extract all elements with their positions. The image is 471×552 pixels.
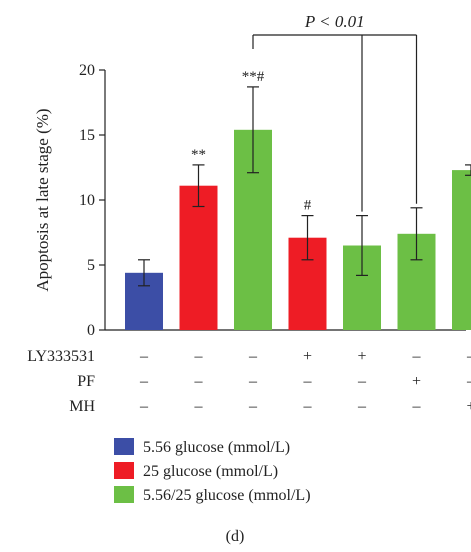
treatment-sign: –	[194, 398, 204, 415]
bar-annotations: ** **# #	[191, 69, 312, 214]
treatment-sign: –	[194, 348, 204, 365]
treatment-table: LY333531 – – – + + – – PF – – – – – + – MH – – – – – – +	[27, 348, 471, 415]
significance-bracket: P < 0.01	[252, 12, 418, 212]
treatment-sign: –	[139, 348, 149, 365]
figure-caption: (d)	[226, 528, 245, 545]
bar-annotation: **#	[242, 69, 265, 85]
bar	[179, 185, 218, 330]
treatment-sign: +	[303, 348, 312, 365]
legend-label: 5.56/25 glucose (mmol/L)	[143, 487, 311, 504]
treatment-row-label: LY333531	[27, 348, 95, 365]
treatment-row-label: PF	[77, 373, 95, 390]
legend-label: 25 glucose (mmol/L)	[143, 463, 278, 480]
p-value-label: P < 0.01	[304, 12, 365, 31]
treatment-sign: –	[412, 348, 422, 365]
treatment-sign: –	[466, 373, 471, 390]
bar	[452, 170, 471, 330]
treatment-sign: –	[248, 373, 258, 390]
bars	[125, 129, 471, 330]
treatment-sign: –	[248, 398, 258, 415]
y-axis-label: Apoptosis at late stage (%)	[33, 108, 52, 291]
treatment-sign: –	[303, 398, 313, 415]
treatment-sign: –	[412, 398, 422, 415]
treatment-sign: –	[357, 398, 367, 415]
y-tick-label: 0	[87, 322, 95, 339]
treatment-sign: –	[139, 398, 149, 415]
bar-annotation: #	[304, 198, 312, 214]
treatment-sign: –	[466, 348, 471, 365]
treatment-sign: –	[303, 373, 313, 390]
treatment-sign: +	[357, 348, 366, 365]
treatment-sign: –	[357, 373, 367, 390]
treatment-sign: –	[194, 373, 204, 390]
treatment-sign: –	[248, 348, 258, 365]
legend: 5.56 glucose (mmol/L) 25 glucose (mmol/L)…	[114, 438, 311, 504]
treatment-sign: +	[466, 398, 471, 415]
legend-label: 5.56 glucose (mmol/L)	[143, 439, 290, 456]
treatment-sign: +	[412, 373, 421, 390]
legend-swatch	[114, 486, 134, 503]
treatment-sign: –	[139, 373, 149, 390]
treatment-row-label: MH	[69, 398, 95, 415]
legend-swatch	[114, 438, 134, 455]
y-tick-label: 15	[79, 127, 95, 144]
legend-swatch	[114, 462, 134, 479]
y-tick-label: 10	[79, 192, 95, 209]
bar-annotation: **	[191, 147, 206, 163]
y-tick-label: 5	[87, 257, 95, 274]
error-bars	[138, 86, 471, 287]
y-tick-label: 20	[79, 62, 95, 79]
y-axis: 0 5 10 15 20 Apoptosis at late stage (%)	[33, 62, 466, 339]
